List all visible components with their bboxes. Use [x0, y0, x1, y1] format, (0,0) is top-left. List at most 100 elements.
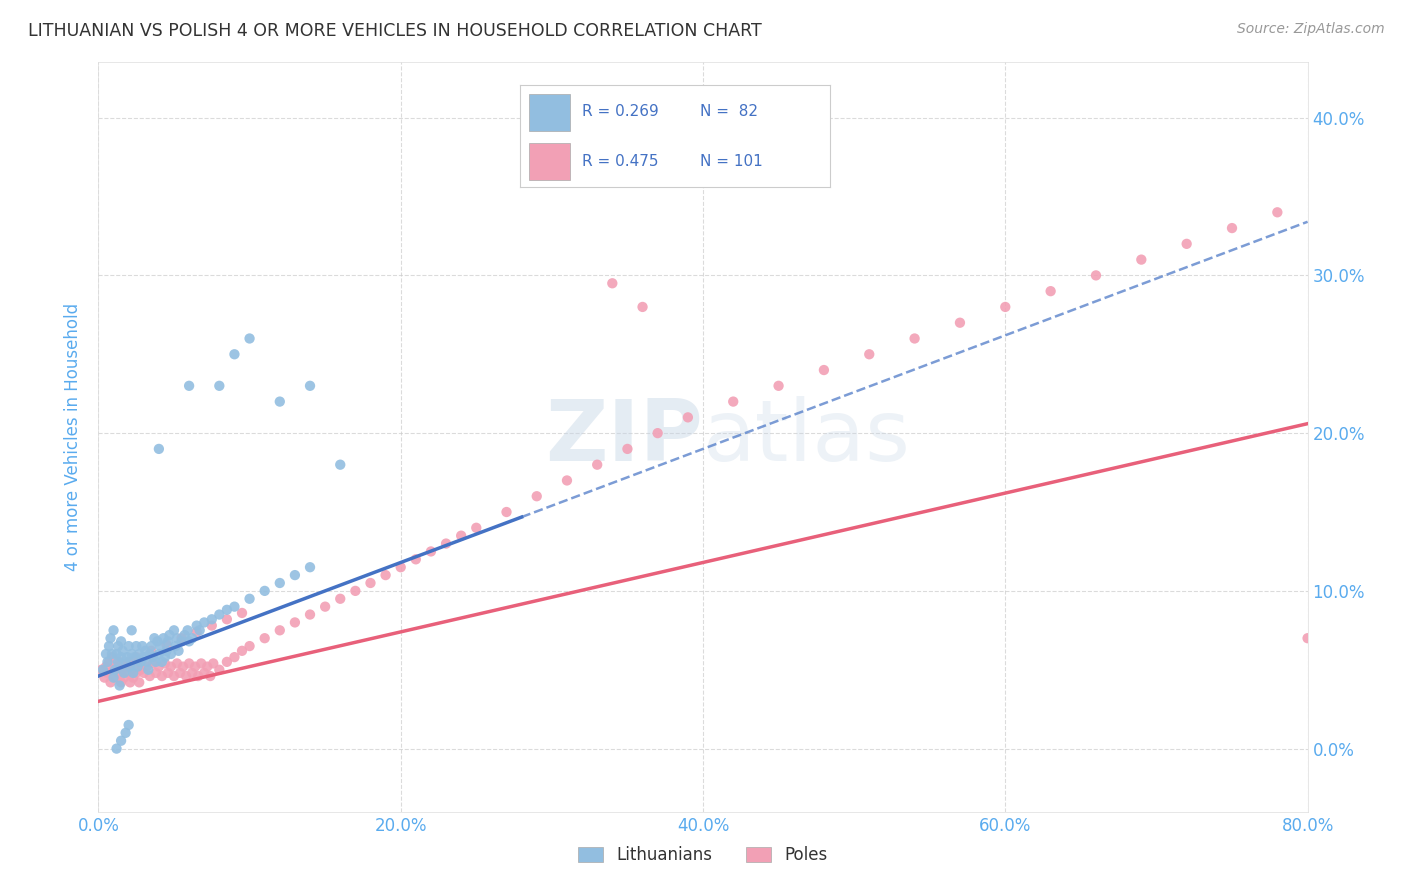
Point: [100, 675, 122, 690]
Point: [1085, 268, 1108, 283]
Point: [526, 489, 548, 503]
Point: [174, 669, 197, 683]
Point: [136, 663, 159, 677]
Point: [201, 612, 224, 626]
Point: [114, 659, 136, 673]
Bar: [530, 144, 569, 180]
Point: [124, 659, 146, 673]
Point: [269, 624, 291, 638]
Point: [132, 665, 155, 680]
Point: [160, 659, 183, 673]
Point: [98, 639, 121, 653]
Point: [195, 659, 218, 673]
Point: [1296, 631, 1319, 645]
Text: N =  82: N = 82: [700, 104, 758, 120]
Point: [187, 669, 209, 683]
Point: [101, 647, 124, 661]
Text: R = 0.269: R = 0.269: [582, 104, 659, 120]
Point: [163, 624, 186, 638]
Point: [118, 655, 141, 669]
Bar: [530, 94, 569, 131]
Point: [224, 347, 246, 361]
Point: [108, 655, 131, 669]
Point: [146, 634, 169, 648]
Point: [107, 639, 129, 653]
Point: [150, 655, 173, 669]
Point: [122, 665, 145, 680]
Point: [1220, 221, 1243, 235]
Point: [148, 659, 170, 673]
Point: [239, 331, 262, 345]
Point: [253, 631, 276, 645]
Point: [188, 624, 211, 638]
Point: [101, 650, 124, 665]
Point: [208, 379, 231, 393]
Point: [450, 529, 472, 543]
Text: Source: ZipAtlas.com: Source: ZipAtlas.com: [1237, 22, 1385, 37]
Point: [224, 599, 246, 614]
Point: [104, 663, 127, 677]
Point: [134, 644, 156, 658]
Point: [148, 647, 170, 661]
Point: [434, 536, 457, 550]
Point: [98, 655, 121, 669]
Point: [186, 624, 208, 639]
Point: [1175, 236, 1198, 251]
Point: [128, 647, 150, 661]
Text: atlas: atlas: [703, 395, 911, 479]
Text: ZIP: ZIP: [546, 395, 703, 479]
Point: [224, 650, 246, 665]
Point: [202, 657, 225, 671]
Point: [118, 718, 141, 732]
Point: [111, 644, 134, 658]
Point: [93, 671, 115, 685]
Point: [169, 665, 191, 680]
Point: [105, 659, 128, 673]
Legend: Lithuanians, Poles: Lithuanians, Poles: [572, 839, 834, 871]
Point: [208, 663, 231, 677]
Point: [179, 657, 201, 671]
Point: [121, 624, 143, 638]
Point: [360, 576, 382, 591]
Point: [170, 634, 193, 648]
Y-axis label: 4 or more Vehicles in Household: 4 or more Vehicles in Household: [65, 303, 83, 571]
Point: [156, 665, 179, 680]
Point: [141, 639, 163, 653]
Point: [1267, 205, 1289, 219]
Point: [115, 665, 138, 680]
Point: [299, 607, 322, 622]
Point: [114, 655, 136, 669]
Point: [239, 591, 262, 606]
Point: [145, 655, 167, 669]
Point: [215, 655, 238, 669]
Point: [631, 300, 654, 314]
Point: [420, 544, 443, 558]
Point: [184, 659, 207, 673]
Point: [239, 639, 262, 653]
Point: [103, 663, 125, 677]
Point: [112, 671, 135, 685]
Point: [152, 631, 174, 645]
Point: [135, 659, 157, 673]
Point: [115, 650, 138, 665]
Point: [253, 583, 276, 598]
Point: [344, 583, 367, 598]
Point: [155, 638, 177, 652]
Point: [176, 624, 198, 638]
Point: [127, 655, 149, 669]
Point: [181, 631, 204, 645]
Point: [179, 634, 201, 648]
Point: [231, 606, 253, 620]
Point: [90, 663, 112, 677]
Point: [215, 612, 238, 626]
Point: [139, 669, 162, 683]
Point: [231, 644, 253, 658]
Point: [107, 655, 129, 669]
Point: [142, 650, 165, 665]
Point: [1039, 284, 1062, 298]
Point: [156, 634, 179, 648]
Point: [602, 277, 624, 291]
Point: [104, 671, 127, 685]
Point: [153, 657, 176, 671]
Point: [105, 741, 128, 756]
